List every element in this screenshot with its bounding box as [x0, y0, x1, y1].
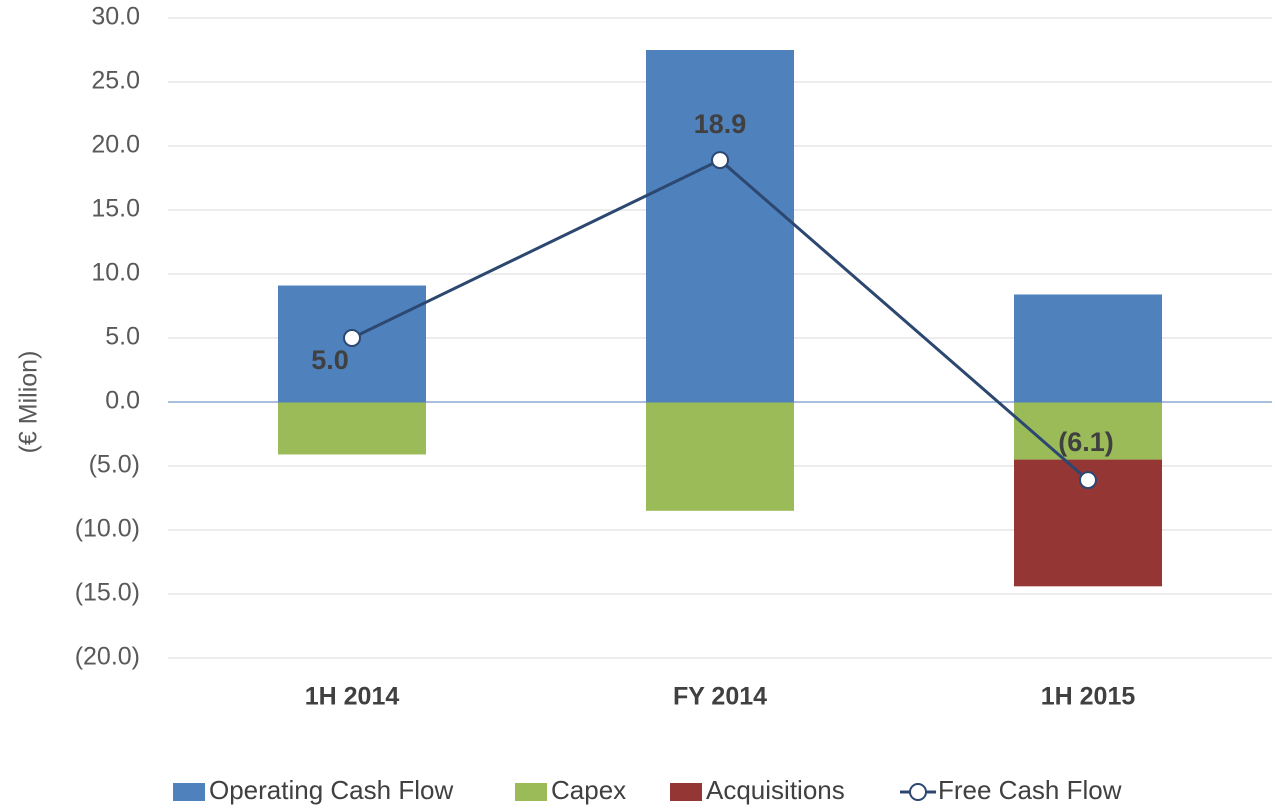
y-tick-label: 5.0: [105, 323, 140, 351]
bar: [1014, 402, 1162, 460]
x-tick-label: FY 2014: [673, 683, 767, 711]
y-tick-label: 30.0: [91, 3, 140, 31]
legend-marker: [909, 783, 927, 801]
legend-label: Free Cash Flow: [938, 775, 1122, 805]
legend-swatch: [515, 783, 547, 801]
bar: [278, 402, 426, 455]
legend-swatch: [173, 783, 205, 801]
legend-swatch: [670, 783, 702, 801]
line-point: [1079, 471, 1097, 490]
data-label: 18.9: [694, 109, 747, 139]
y-tick-label: 10.0: [91, 259, 140, 287]
x-tick-label: 1H 2014: [305, 683, 400, 711]
data-label: 5.0: [311, 345, 349, 375]
y-tick-label: (10.0): [75, 515, 140, 543]
y-tick-label: 20.0: [91, 131, 140, 159]
legend-label: Acquisitions: [706, 775, 845, 805]
legend-label: Operating Cash Flow: [209, 775, 453, 805]
y-tick-label: 15.0: [91, 195, 140, 223]
y-tick-label: 0.0: [105, 387, 140, 415]
y-tick-label: 25.0: [91, 67, 140, 95]
line-point: [711, 151, 729, 170]
data-label: (6.1): [1058, 427, 1114, 457]
y-tick-label: (15.0): [75, 579, 140, 607]
bar: [1014, 294, 1162, 402]
y-axis-label: (€ Milion): [15, 351, 43, 454]
y-tick-label: (20.0): [75, 643, 140, 671]
line-point: [343, 329, 361, 347]
bar: [646, 50, 794, 402]
y-tick-label: (5.0): [89, 451, 140, 479]
legend-label: Capex: [551, 775, 626, 805]
bar: [646, 402, 794, 511]
x-tick-label: 1H 2015: [1041, 683, 1136, 711]
